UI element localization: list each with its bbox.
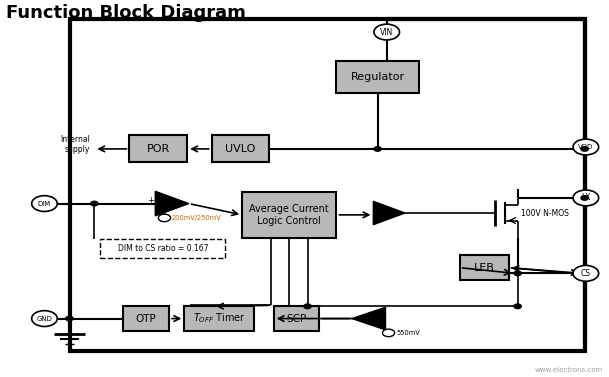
Circle shape — [91, 201, 98, 206]
Circle shape — [374, 147, 381, 151]
FancyBboxPatch shape — [242, 192, 336, 238]
FancyBboxPatch shape — [100, 239, 225, 258]
Text: DIM: DIM — [38, 201, 51, 207]
Circle shape — [514, 304, 521, 308]
FancyBboxPatch shape — [273, 306, 319, 331]
Text: www.electrons.com: www.electrons.com — [535, 367, 603, 373]
Text: CS: CS — [581, 269, 591, 278]
Text: UVLO: UVLO — [225, 144, 256, 154]
Circle shape — [158, 214, 171, 222]
Text: 200mV/250mV: 200mV/250mV — [172, 215, 222, 221]
Text: Function Block Diagram: Function Block Diagram — [6, 4, 246, 22]
Text: Average Current
Logic Control: Average Current Logic Control — [250, 204, 329, 226]
Polygon shape — [352, 307, 385, 330]
Circle shape — [382, 329, 395, 337]
Text: $T_{OFF}$ Timer: $T_{OFF}$ Timer — [193, 312, 245, 325]
Text: SCP: SCP — [286, 314, 307, 323]
FancyBboxPatch shape — [460, 256, 509, 280]
Text: LX: LX — [581, 193, 591, 202]
Circle shape — [32, 196, 57, 211]
FancyBboxPatch shape — [336, 61, 419, 93]
Circle shape — [304, 304, 311, 308]
Text: Regulator: Regulator — [351, 72, 404, 82]
Text: 100V N-MOS: 100V N-MOS — [521, 208, 569, 218]
Text: POR: POR — [147, 144, 170, 154]
Circle shape — [66, 316, 73, 321]
Circle shape — [573, 265, 599, 281]
Circle shape — [581, 147, 588, 151]
Text: VDD: VDD — [578, 144, 594, 150]
FancyBboxPatch shape — [212, 135, 269, 162]
Circle shape — [514, 271, 521, 276]
Circle shape — [374, 24, 400, 40]
Text: VIN: VIN — [380, 28, 393, 37]
Text: DIM to CS ratio = 0.167: DIM to CS ratio = 0.167 — [118, 244, 208, 253]
Text: Internal
supply: Internal supply — [60, 135, 90, 154]
Circle shape — [581, 196, 588, 200]
Text: LEB: LEB — [474, 263, 495, 273]
Polygon shape — [155, 192, 189, 216]
Circle shape — [573, 190, 599, 206]
FancyBboxPatch shape — [70, 19, 585, 351]
Text: GND: GND — [37, 316, 52, 322]
FancyBboxPatch shape — [184, 306, 255, 331]
Text: OTP: OTP — [136, 314, 157, 323]
Text: 550mV: 550mV — [396, 330, 420, 336]
Circle shape — [32, 311, 57, 326]
Polygon shape — [373, 201, 405, 225]
FancyBboxPatch shape — [130, 135, 187, 162]
Circle shape — [573, 139, 599, 155]
FancyBboxPatch shape — [123, 306, 169, 331]
Text: +: + — [147, 196, 154, 205]
